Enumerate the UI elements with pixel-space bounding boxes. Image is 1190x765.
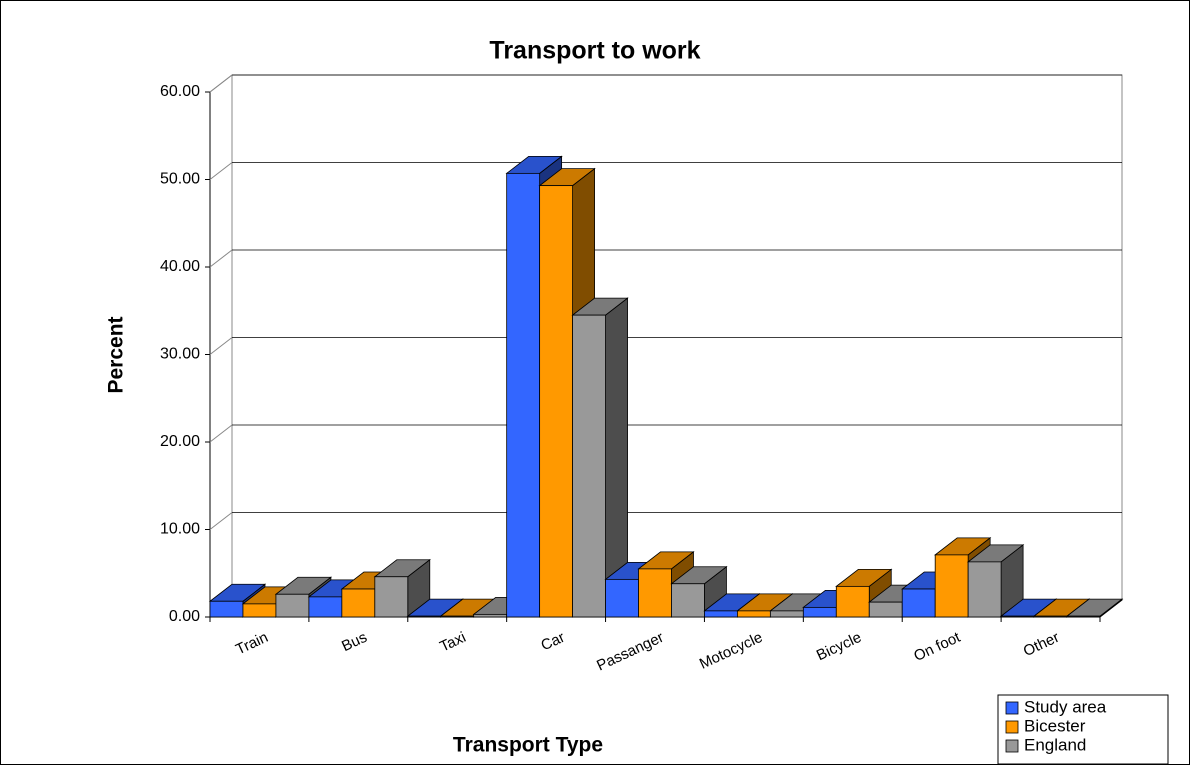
bar-front [506,172,541,618]
legend-label: Bicester [1024,716,1086,735]
bar-front [638,568,672,618]
bar-front [209,600,244,618]
y-tick-label: 50.00 [160,171,200,188]
bar-front [1000,615,1035,618]
bar [571,297,629,618]
legend-label: Study area [1024,697,1107,716]
y-tick-label: 20.00 [160,433,200,450]
y-axis-title: Percent [105,316,128,393]
bar [1065,598,1124,618]
bar-front [407,615,442,618]
grid-line-side [209,512,233,530]
bar-front [539,185,573,618]
bar-front [769,610,804,618]
legend-swatch [1005,739,1019,753]
bar-front [704,610,738,618]
bar-front [374,576,409,618]
grid-line-side [209,74,233,93]
bar-front [308,596,343,618]
bar-front [242,603,277,618]
bar-front [1066,615,1101,618]
bar [670,565,728,618]
bar-front [901,588,936,618]
legend-box [997,694,1169,765]
grid-line-side [209,162,233,180]
bar-front [802,606,837,618]
legend-label: England [1024,735,1086,754]
bar-front [440,615,475,618]
y-tick-label: 60.00 [160,83,200,100]
bar [373,558,431,618]
grid-line-side [209,249,233,268]
y-tick-label: 30.00 [160,346,200,363]
bar-front [737,610,771,618]
legend-swatch [1005,720,1019,734]
grid-line-side [209,424,233,443]
bar-front [671,583,705,618]
y-tick-label: 0.00 [169,608,200,625]
bar-front [835,585,870,618]
bar-front [572,314,606,618]
grid-line-side [209,337,233,355]
bar-front [341,588,376,618]
chart-title: Transport to work [489,37,700,65]
legend-swatch [1005,701,1019,715]
bar-front [934,554,969,618]
bar-front [605,578,639,618]
bar-front [275,593,310,618]
bar-front [1033,615,1068,618]
y-tick-label: 10.00 [160,521,200,538]
y-tick-label: 40.00 [160,258,200,275]
bar-front [967,561,1002,618]
x-axis-title: Transport Type [453,734,603,757]
bar [966,544,1025,618]
bar-front [473,613,508,618]
bar-front [868,601,903,618]
